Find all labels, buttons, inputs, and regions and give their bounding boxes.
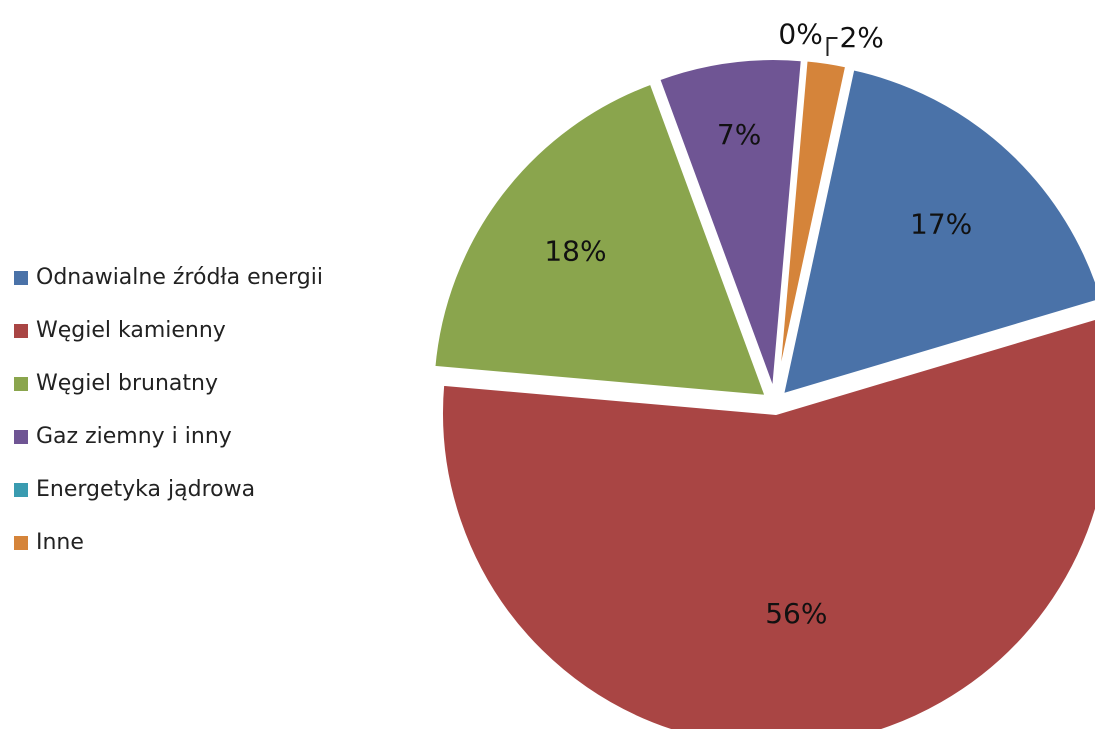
leader-line [826,36,838,56]
legend-item: Energetyka jądrowa [14,463,323,516]
data-label: 17% [910,208,972,241]
legend-label: Energetyka jądrowa [36,477,256,502]
legend-label: Inne [36,530,84,555]
pie-slice [439,315,1095,729]
legend-label: Gaz ziemny i inny [36,424,232,449]
legend-label: Węgiel kamienny [36,318,226,343]
legend-swatch [14,270,28,285]
legend-label: Odnawialne źródła energii [36,265,323,290]
legend-swatch [14,376,28,391]
legend-swatch [14,482,28,497]
data-label: 18% [544,234,606,267]
chart-legend: Odnawialne źródła energii Węgiel kamienny… [14,251,323,569]
legend-swatch [14,535,28,550]
pie-slice [656,56,805,396]
pie-slice [774,57,850,396]
legend-item: Inne [14,516,323,569]
legend-item: Gaz ziemny i inny [14,410,323,463]
legend-item: Węgiel brunatny [14,357,323,410]
legend-swatch [14,429,28,444]
data-label: 7% [717,118,761,151]
pie-slice [431,80,770,399]
data-label: 0% [778,17,822,50]
legend-label: Węgiel brunatny [36,371,218,396]
data-label: 56% [765,597,827,630]
legend-item: Odnawialne źródła energii [14,251,323,304]
data-label: 2% [839,21,883,54]
legend-item: Węgiel kamienny [14,304,323,357]
legend-swatch [14,323,28,338]
pie-slice [779,66,1095,398]
